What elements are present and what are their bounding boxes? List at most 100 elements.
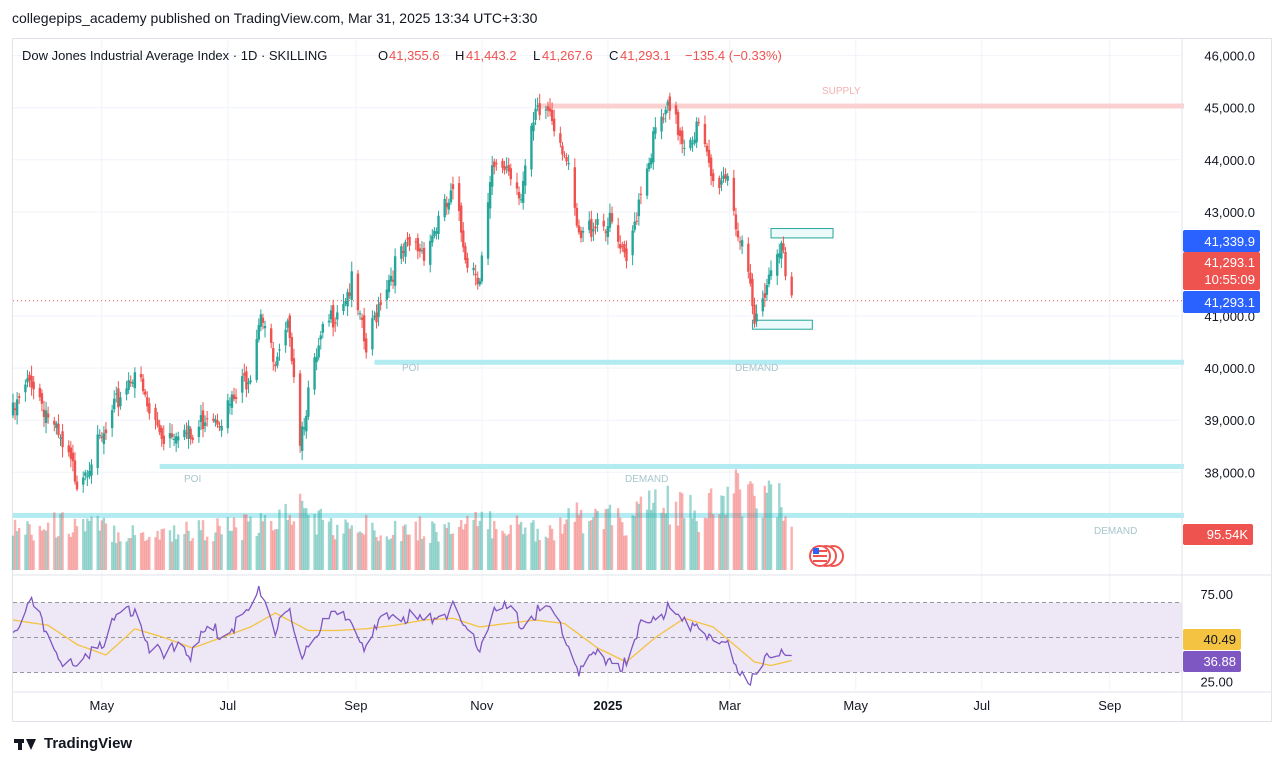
- candle-up: [765, 284, 769, 295]
- candle-up: [98, 434, 101, 436]
- candle-down: [139, 373, 143, 378]
- candle-down: [736, 230, 740, 238]
- volume-bar: [247, 521, 250, 570]
- candle-down: [515, 182, 519, 189]
- volume-bar: [486, 529, 490, 570]
- volume-bar: [466, 515, 469, 570]
- candle-up: [650, 158, 653, 165]
- upper-price-badge: [1183, 230, 1260, 252]
- candle-down: [697, 122, 700, 124]
- candle-down: [495, 163, 498, 165]
- candle-down: [575, 207, 579, 226]
- volume-bar: [718, 514, 721, 570]
- supply-zone: [539, 103, 1184, 109]
- volume-bar: [765, 492, 769, 570]
- volume-bar: [156, 530, 159, 570]
- candle-down: [707, 149, 711, 163]
- candle-up: [172, 438, 176, 440]
- candle-up: [385, 289, 389, 300]
- candle-down: [234, 396, 238, 399]
- volume-bar: [722, 496, 725, 570]
- date-tick-label: Jul: [973, 698, 990, 713]
- volume-bar: [201, 520, 205, 570]
- candle-down: [185, 432, 188, 434]
- candle-up: [168, 433, 172, 439]
- volume-bar: [592, 517, 595, 570]
- candle-down: [507, 165, 510, 172]
- candle-up: [666, 101, 669, 106]
- candle-up: [720, 180, 723, 185]
- candle-down: [158, 424, 161, 433]
- candle-up: [654, 127, 657, 134]
- chart-frame[interactable]: [12, 38, 1272, 722]
- candle-down: [331, 305, 335, 328]
- volume-bar: [17, 527, 21, 570]
- candle-up: [199, 415, 203, 423]
- volume-bar: [183, 533, 186, 570]
- rsi-ma-badge: [1183, 629, 1241, 650]
- candle-down: [451, 184, 455, 190]
- volume-bar: [751, 483, 754, 570]
- candle-down: [668, 96, 672, 111]
- volume-bar: [429, 542, 432, 570]
- volume-bar: [336, 524, 339, 570]
- candle-down: [290, 337, 294, 362]
- candle-down: [298, 373, 302, 446]
- volume-bar: [695, 521, 698, 570]
- candle-down: [705, 145, 709, 152]
- volume-bar: [608, 504, 612, 570]
- volume-bar: [389, 538, 393, 570]
- poi-mid-label: POI: [184, 474, 201, 485]
- candle-down: [245, 371, 248, 390]
- volume-bar: [146, 539, 149, 570]
- candle-up: [26, 378, 29, 383]
- candle-down: [784, 251, 787, 277]
- candle-down: [753, 304, 756, 324]
- candle-up: [431, 235, 434, 243]
- tradingview-footer[interactable]: TradingView: [14, 735, 132, 752]
- volume-bar: [125, 541, 128, 570]
- low-value: 41,267.6: [542, 48, 593, 63]
- candle-down: [32, 381, 35, 390]
- volume-bar: [460, 520, 463, 570]
- volume-bar: [259, 513, 263, 570]
- volume-bar: [15, 531, 19, 570]
- volume-bar: [707, 492, 711, 570]
- candle-down: [129, 381, 132, 383]
- candle-up: [472, 267, 475, 271]
- volume-bar: [619, 517, 622, 570]
- volume-bar: [645, 509, 649, 570]
- volume-bar: [546, 538, 550, 570]
- volume-bar: [784, 516, 787, 570]
- candle-up: [228, 403, 232, 406]
- candle-up: [722, 175, 725, 180]
- open-label: O: [378, 48, 388, 63]
- candle-down: [243, 373, 246, 376]
- date-tick-label: Nov: [470, 698, 494, 713]
- candle-up: [488, 182, 492, 209]
- tradingview-logo-icon: [14, 737, 38, 751]
- candle-up: [263, 325, 267, 329]
- volume-bar: [524, 527, 527, 570]
- candle-up: [305, 415, 308, 432]
- volume-bar: [243, 514, 246, 570]
- candle-down: [623, 243, 626, 253]
- volume-bar: [538, 540, 541, 570]
- candle-down: [681, 130, 684, 144]
- volume-bar: [115, 543, 118, 570]
- us-flag-icon[interactable]: [809, 545, 844, 567]
- volume-bar: [42, 529, 46, 570]
- demand-low-label: DEMAND: [1094, 526, 1137, 537]
- volume-bar: [647, 490, 651, 570]
- candle-up: [660, 116, 663, 132]
- candle-up: [350, 271, 353, 300]
- candle-down: [418, 248, 422, 252]
- candle-down: [75, 481, 79, 490]
- volume-bar: [212, 541, 215, 570]
- volume-bar: [214, 532, 217, 570]
- poi-top-label: POI: [402, 363, 419, 374]
- candle-up: [588, 220, 591, 231]
- volume-bar: [228, 530, 232, 570]
- candle-down: [621, 245, 624, 247]
